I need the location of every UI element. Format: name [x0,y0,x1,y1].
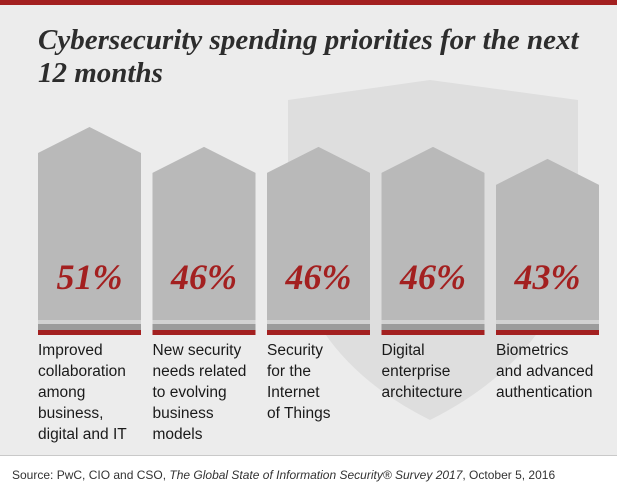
source-prefix: Source: PwC, CIO and CSO, [12,468,170,482]
bar-accent [152,330,256,335]
category-label-line: among [38,384,85,401]
chart-title: Cybersecurity spending priorities for th… [38,24,579,89]
bar-group: 46% Digital enterprise architecture [381,146,485,401]
category-label: New security needs related to evolving busi… [153,342,247,443]
category-label-line: Digital [382,342,425,359]
category-label: Biometrics and advanced authentication [496,342,593,401]
bar-band-light [381,320,485,324]
bar-band-light [496,320,599,324]
bar-band-dark [152,324,256,330]
category-label-line: Security [267,342,323,359]
bar-band-dark [381,324,485,330]
category-label-line: Internet [267,384,320,401]
category-label-line: of Things [267,405,331,422]
category-label-line: business [153,405,214,422]
source-publication: The Global State of Information Security… [169,468,463,482]
bar [267,146,370,330]
bar-band-dark [496,324,599,330]
bar-group: 51% Improved collaboration among business, di… [38,127,141,443]
top-accent-rule [0,0,617,5]
source-divider [0,455,617,456]
bar-accent [496,330,599,335]
bar-accent [381,330,485,335]
category-label-line: authentication [496,384,593,401]
category-label-line: needs related [153,363,247,380]
bar-band-light [267,320,370,324]
data-label: 51% [57,257,123,297]
category-label-line: for the [267,363,311,380]
category-label-line: Improved [38,342,103,359]
category-label: Security for the Internet of Things [267,342,331,422]
bar-band-dark [38,324,141,330]
data-label: 46% [285,257,352,297]
bar [38,127,141,331]
category-label-line: Biometrics [496,342,569,359]
category-label: Digital enterprise architecture [382,342,463,401]
bar [152,146,256,330]
bar [496,158,599,330]
category-label-line: enterprise [382,363,451,380]
category-label-line: architecture [382,384,463,401]
source-suffix: , October 5, 2016 [462,468,556,482]
source-note: Source: PwC, CIO and CSO, The Global Sta… [12,468,612,482]
bar-accent [38,330,141,335]
category-label-line: to evolving [153,384,227,401]
bar-group: 46% Security for the Internet of Things [267,146,370,422]
data-label: 43% [514,257,581,297]
bar [381,146,485,330]
category-label-line: and advanced [496,363,593,380]
bar-group: 46% New security needs related to evolving b… [152,146,256,443]
bar-group: 43% Biometrics and advanced authentication [496,158,599,401]
data-label: 46% [170,257,237,297]
category-label-line: models [153,426,203,443]
category-label: Improved collaboration among business, digit… [38,342,127,443]
data-label: 46% [399,257,466,297]
category-label-line: business, [38,405,103,422]
bar-band-light [38,320,141,324]
bar-accent [267,330,370,335]
category-label-line: collaboration [38,363,126,380]
category-label-line: digital and IT [38,426,127,443]
bar-chart: 51% Improved collaboration among business, di… [38,80,599,443]
category-label-line: New security [153,342,242,359]
bar-band-dark [267,324,370,330]
bar-band-light [152,320,256,324]
